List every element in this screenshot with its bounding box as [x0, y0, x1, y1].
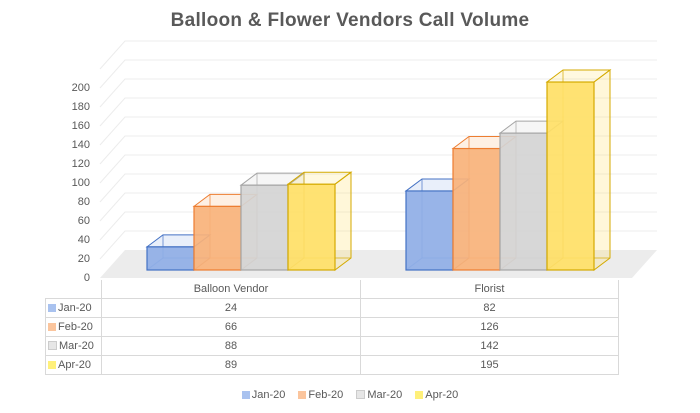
table-row: Apr-20 89 195 — [45, 355, 619, 375]
table-cell: 24 — [101, 298, 361, 318]
legend-swatch-icon — [241, 391, 250, 399]
category-header: Balloon Vendor — [101, 280, 361, 299]
legend-swatch-icon — [48, 323, 56, 331]
table-cell: 126 — [360, 317, 619, 337]
category-header: Florist — [360, 280, 619, 299]
y-tick-label: 20 — [77, 253, 90, 265]
y-tick-label: 0 — [83, 272, 90, 284]
legend-swatch-icon — [356, 390, 366, 399]
y-tick-label: 100 — [71, 177, 90, 189]
bar[interactable] — [286, 171, 353, 271]
legend-item[interactable]: Jan-20 — [241, 389, 285, 401]
table-cell: 142 — [360, 336, 619, 356]
table-cell: 89 — [101, 355, 361, 375]
y-tick-label: 160 — [71, 120, 90, 132]
data-table: Balloon Vendor Florist Jan-20 24 82 Feb-… — [45, 280, 619, 375]
table-cell: 88 — [101, 336, 361, 356]
y-tick-label: 200 — [71, 82, 90, 94]
legend-swatch-icon — [48, 304, 56, 312]
y-tick-label: 60 — [77, 215, 90, 227]
legend-item[interactable]: Feb-20 — [298, 389, 343, 401]
legend-swatch-icon — [415, 391, 424, 399]
table-row: Feb-20 66 126 — [45, 317, 619, 337]
legend-item[interactable]: Mar-20 — [356, 389, 402, 401]
y-tick-label: 40 — [77, 234, 90, 246]
chart-legend: Jan-20 Feb-20 Mar-20 Apr-20 — [0, 389, 700, 401]
chart-title: Balloon & Flower Vendors Call Volume — [170, 10, 530, 31]
table-cell: 66 — [101, 317, 361, 337]
table-cell: 82 — [360, 298, 619, 318]
legend-swatch-icon — [298, 391, 307, 399]
table-row: Jan-20 24 82 — [45, 298, 619, 318]
table-cell: 195 — [360, 355, 619, 375]
y-tick-label: 80 — [77, 196, 90, 208]
table-row: Mar-20 88 142 — [45, 336, 619, 356]
y-tick-label: 180 — [71, 101, 90, 113]
data-table-header: Balloon Vendor Florist — [45, 280, 619, 299]
legend-item[interactable]: Apr-20 — [415, 389, 458, 401]
legend-swatch-icon — [48, 341, 57, 350]
y-tick-label: 120 — [71, 158, 90, 170]
bar[interactable] — [545, 69, 612, 271]
legend-swatch-icon — [48, 361, 56, 369]
y-tick-label: 140 — [71, 139, 90, 151]
